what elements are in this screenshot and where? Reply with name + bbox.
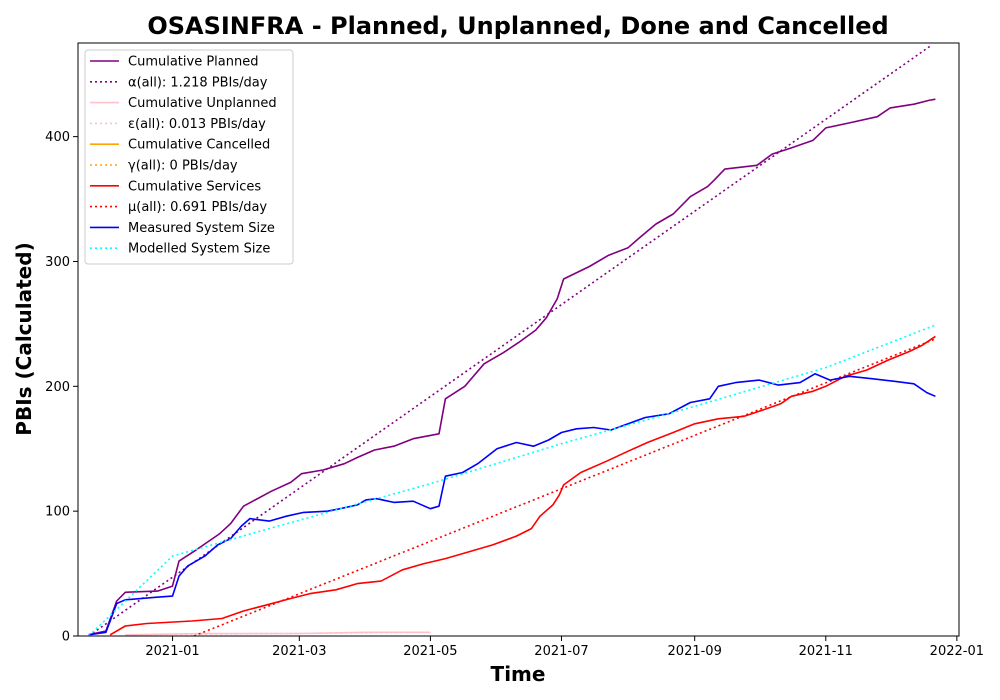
legend-label-all-0-pbis-day: γ(all): 0 PBIs/day — [128, 159, 238, 174]
legend-label-all-0-691-pbis-day: μ(all): 0.691 PBIs/day — [128, 200, 267, 215]
y-axis-label: PBIs (Calculated) — [12, 242, 36, 435]
legend-label-all-1-218-pbis-day: α(all): 1.218 PBIs/day — [128, 75, 268, 90]
plot-frame — [77, 42, 960, 637]
series-line-cumulative-services — [109, 335, 936, 636]
y-axis-ticks: 0 100 200 300 400 — [45, 130, 78, 645]
y-tick-label: 200 — [45, 380, 70, 395]
y-tick-label: 400 — [45, 130, 70, 145]
legend-label-cumulative-unplanned: Cumulative Unplanned — [128, 96, 277, 111]
legend-label-cumulative-cancelled: Cumulative Cancelled — [128, 138, 270, 153]
x-tick-label: 2021-01 — [145, 644, 199, 659]
x-axis-label: Time — [491, 662, 546, 686]
x-axis-ticks: 2021-01 2021-03 2021-05 2021-07 2021-09 2021-… — [145, 636, 984, 659]
x-tick-label: 2021-05 — [403, 644, 457, 659]
legend-label-cumulative-planned: Cumulative Planned — [128, 55, 258, 70]
x-tick-label: 2021-11 — [799, 644, 853, 659]
series-line-all-0-013-pbis-day — [125, 631, 431, 636]
y-tick-label: 300 — [45, 255, 70, 270]
legend-label-cumulative-services: Cumulative Services — [128, 179, 261, 194]
series-line-measured-system-size — [88, 372, 936, 636]
x-tick-label: 2021-07 — [534, 644, 588, 659]
plot-area — [88, 44, 936, 636]
series-line-modelled-system-size — [88, 324, 936, 636]
x-tick-label: 2021-09 — [668, 644, 722, 659]
series-line-cumulative-planned — [88, 98, 936, 636]
chart-title: OSASINFRA - Planned, Unplanned, Done and… — [147, 12, 888, 40]
y-tick-label: 100 — [45, 505, 70, 520]
legend: Cumulative Planned α(all): 1.218 PBIs/day… — [84, 49, 294, 265]
legend-label-modelled-system-size: Modelled System Size — [128, 242, 270, 257]
y-tick-label: 0 — [62, 630, 70, 645]
legend-box — [84, 49, 294, 265]
legend-label-all-0-013-pbis-day: ε(all): 0.013 PBIs/day — [128, 117, 266, 132]
series-line-all-1-218-pbis-day — [88, 44, 932, 636]
legend-label-measured-system-size: Measured System Size — [128, 221, 275, 236]
x-tick-label: 2021-03 — [272, 644, 326, 659]
series-line-all-0-691-pbis-day — [193, 338, 936, 636]
x-tick-label: 2022-01 — [930, 644, 984, 659]
